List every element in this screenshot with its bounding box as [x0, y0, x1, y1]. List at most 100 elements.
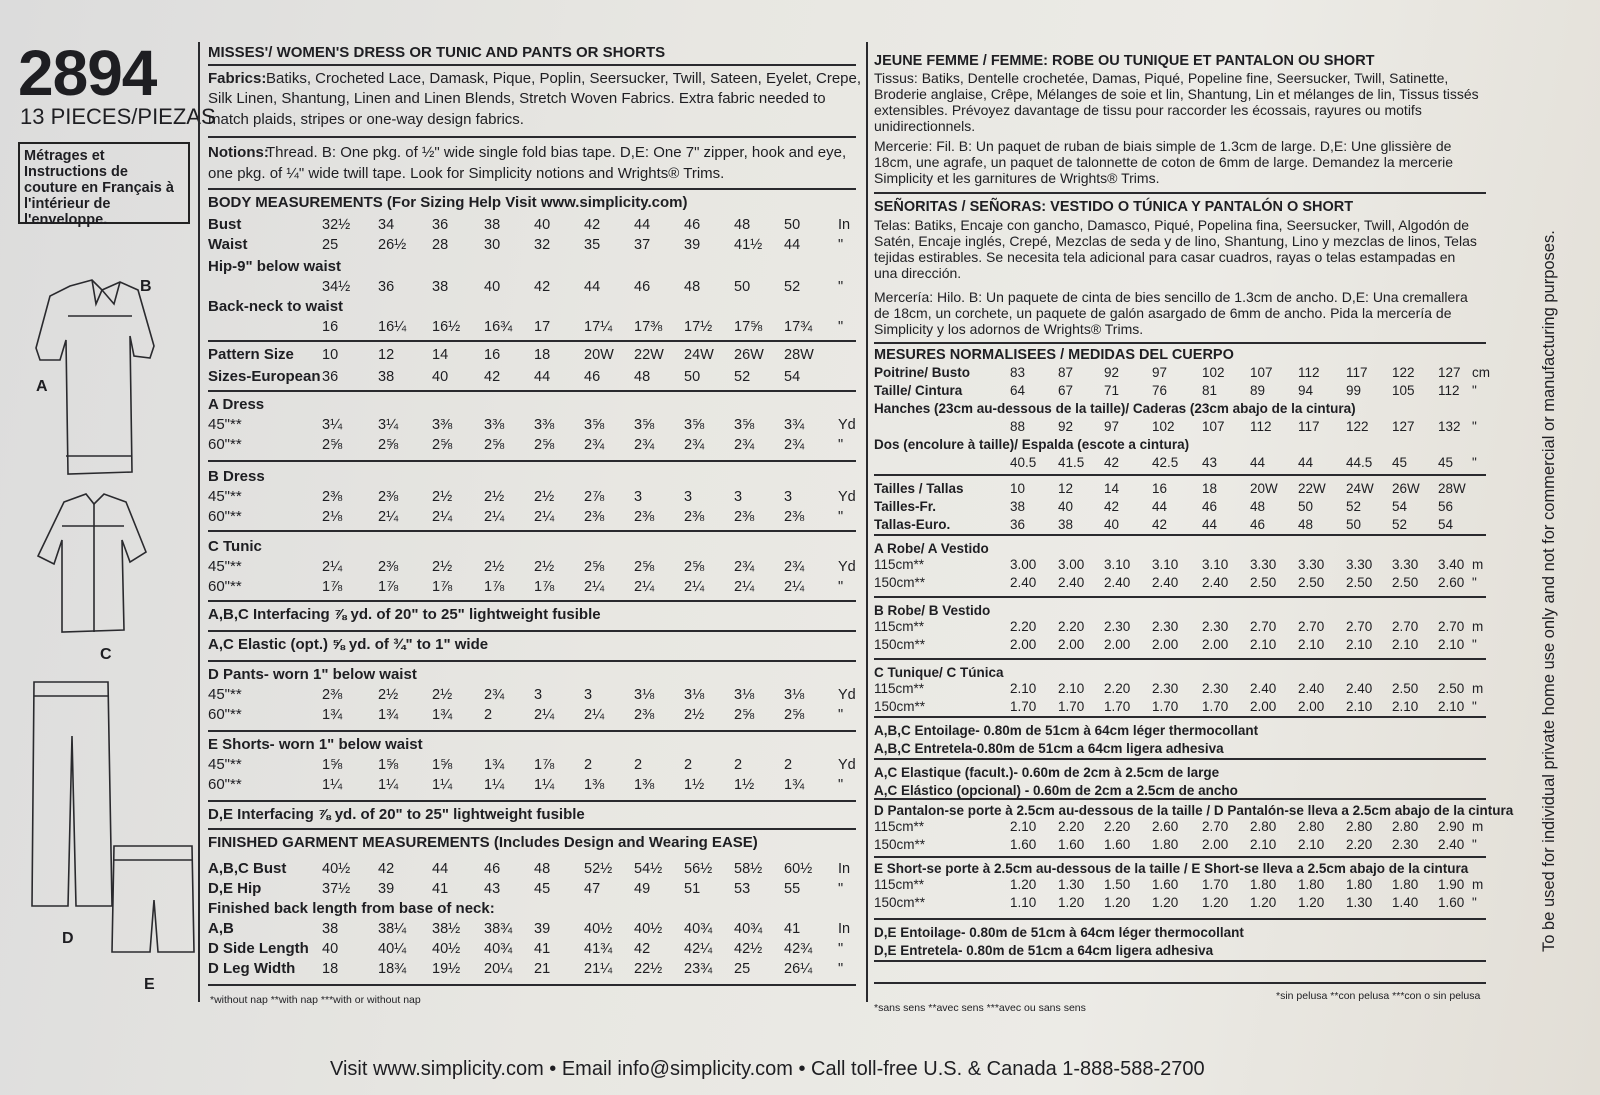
row-unit: Yd	[838, 559, 856, 575]
row-value: 20¼	[484, 961, 513, 977]
metric-row-value: 2.50	[1298, 575, 1325, 590]
row-value: 22½	[634, 961, 663, 977]
english-footnote: *without nap **with nap ***with or witho…	[210, 994, 421, 1006]
row-value: 60½	[784, 861, 813, 877]
metric-row-value: 2.70	[1392, 619, 1419, 634]
metric-row-value: 1.40	[1392, 895, 1419, 910]
row-value: 2¾	[784, 559, 805, 575]
row-label: Hip-9" below waist	[208, 258, 341, 275]
row-value: 18	[322, 961, 339, 977]
rule	[208, 730, 856, 732]
row-label: B Dress	[208, 468, 265, 485]
row-value: 10	[322, 347, 339, 363]
french-instructions-note: Métrages et Instructions de couture en F…	[18, 142, 190, 228]
metric-row-label: 150cm**	[874, 575, 926, 590]
row-value: 2⅞	[584, 489, 605, 505]
row-unit: In	[838, 217, 851, 233]
row-value: 2⅜	[322, 687, 343, 703]
row-value: 16¾	[484, 319, 513, 335]
row-value: 1¼	[432, 777, 453, 793]
row-value: 3⅛	[784, 687, 805, 703]
metric-row-value: 1.20	[1202, 895, 1229, 910]
spanish-title: SEÑORITAS / SEÑORAS: VESTIDO O TÚNICA Y …	[874, 199, 1354, 215]
metric-row-value: 1.60	[1152, 877, 1179, 892]
merceria-line: de 18cm, un corchete, un paquete de galó…	[874, 305, 1452, 321]
mercerie-line: Mercerie: Fil. B: Un paquet de ruban de …	[874, 138, 1452, 154]
metric-row-value: 22W	[1298, 481, 1326, 496]
row-value: 47	[584, 881, 601, 897]
row-unit: "	[838, 941, 844, 957]
figure-label-d: D	[62, 930, 74, 947]
metric-row-value: 107	[1202, 419, 1225, 434]
metric-row-value: 2.70	[1346, 619, 1373, 634]
metric-row-value: 2.00	[1010, 637, 1037, 652]
fabrics-line: Batiks, Crocheted Lace, Damask, Pique, P…	[266, 70, 862, 87]
row-label: A,B,C Bust	[208, 860, 287, 877]
metric-row-label: Hanches (23cm au-dessous de la taille)/ …	[874, 401, 1356, 416]
metric-row-value: 2.20	[1346, 837, 1373, 852]
metric-row-label: A,B,C Entretela-0.80m de 51cm a 64cm lig…	[874, 741, 1224, 756]
pattern-number: 2894	[18, 37, 157, 109]
metric-row-value: 2.30	[1392, 837, 1419, 852]
metric-row-value: 2.80	[1346, 819, 1373, 834]
row-label: FINISHED GARMENT MEASUREMENTS (Includes …	[208, 834, 758, 851]
metric-row-value: 122	[1392, 365, 1415, 380]
metric-row-label: Taille/ Cintura	[874, 383, 963, 398]
metric-row-value: 1.60	[1104, 837, 1131, 852]
rule	[208, 390, 856, 392]
row-value: 14	[432, 347, 449, 363]
metric-row-label: D,E Entoilage- 0.80m de 51cm à 64cm lége…	[874, 925, 1244, 940]
metric-row-value: 127	[1392, 419, 1415, 434]
metric-row-unit: "	[1472, 383, 1477, 398]
row-value: 48	[534, 861, 551, 877]
row-value: 42¼	[684, 941, 713, 957]
row-value: 2⅜	[634, 707, 655, 723]
pieces-count: 13 PIECES/PIEZAS	[20, 104, 216, 129]
row-value: 3⅝	[634, 417, 655, 433]
row-label: 45"**	[208, 686, 242, 703]
row-value: 2¾	[734, 437, 755, 453]
notions-line: one pkg. of ¼" wide twill tape. Look for…	[208, 165, 725, 182]
row-label: A,B,C Interfacing ⅞ yd. of 20" to 25" li…	[208, 606, 601, 623]
metric-row-value: 2.40	[1346, 681, 1373, 696]
metric-row-value: 44	[1152, 499, 1168, 514]
row-value: 3⅝	[584, 417, 605, 433]
metric-row-value: 2.00	[1058, 637, 1085, 652]
row-value: 2¾	[584, 437, 605, 453]
metric-row-value: 2.50	[1392, 681, 1419, 696]
metric-row-label: C Tunique/ C Túnica	[874, 665, 1004, 680]
row-value: 34½	[322, 279, 351, 295]
french-title: JEUNE FEMME / FEMME: ROBE OU TUNIQUE ET …	[874, 53, 1375, 69]
row-value: 2⅜	[584, 509, 605, 525]
metric-row-value: 1.20	[1104, 895, 1131, 910]
metric-row-value: 1.60	[1010, 837, 1037, 852]
metric-row-value: 2.10	[1250, 637, 1277, 652]
metric-row-value: 48	[1298, 517, 1314, 532]
figure-label-b: B	[140, 278, 152, 295]
row-value: 41	[534, 941, 551, 957]
row-value: 2⅜	[784, 509, 805, 525]
rule	[874, 960, 1486, 962]
rule	[208, 630, 856, 632]
metric-row-value: 3.10	[1202, 557, 1229, 572]
row-value: 17¾	[784, 319, 813, 335]
row-value: 1⅝	[378, 757, 399, 773]
metric-row-value: 1.20	[1152, 895, 1179, 910]
row-value: 38	[432, 279, 449, 295]
row-value: 42½	[734, 941, 763, 957]
row-value: 1⅝	[322, 757, 343, 773]
row-value: 3⅜	[432, 417, 453, 433]
row-value: 52	[734, 369, 751, 385]
row-value: 2¾	[684, 437, 705, 453]
row-value: 58½	[734, 861, 763, 877]
row-label: D Pants- worn 1" below waist	[208, 666, 417, 683]
row-value: 3⅜	[484, 417, 505, 433]
metric-row-value: 48	[1250, 499, 1266, 514]
rule	[874, 798, 1486, 800]
row-value: 38½	[432, 921, 461, 937]
metric-row-unit: cm	[1472, 365, 1490, 380]
metric-row-value: 112	[1438, 383, 1460, 398]
row-label: Finished back length from base of neck:	[208, 900, 495, 917]
row-value: 1¾	[432, 707, 453, 723]
metric-row-value: 1.60	[1058, 837, 1085, 852]
